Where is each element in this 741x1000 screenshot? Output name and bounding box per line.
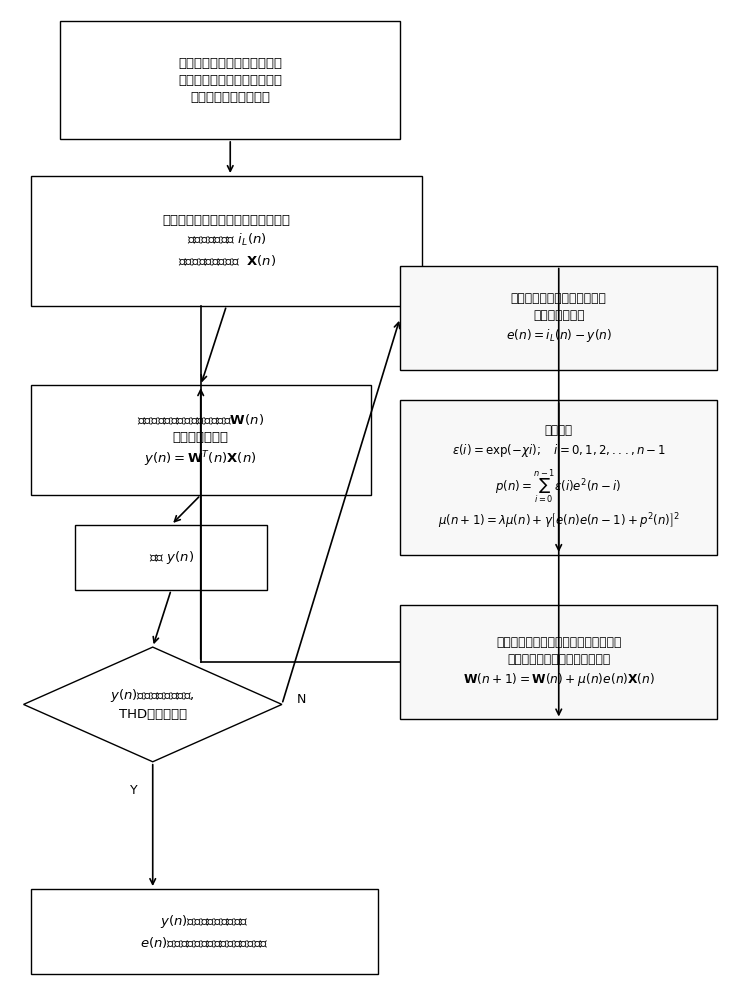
FancyBboxPatch shape: [75, 525, 268, 590]
FancyBboxPatch shape: [61, 21, 400, 139]
Text: N: N: [296, 693, 306, 706]
FancyBboxPatch shape: [400, 400, 717, 555]
Text: 计算步长
$\varepsilon(i)=\exp(-\chi i);\quad i=0,1,2,...,n-1$
$p(n)=\sum_{i=0}^{n-1}: 计算步长 $\varepsilon(i)=\exp(-\chi i);\quad…: [438, 424, 680, 531]
Polygon shape: [24, 647, 282, 762]
FancyBboxPatch shape: [31, 176, 422, 306]
Text: 对非线性负载电流和系统电压分别采
样得到输入信号 $i_L(n)$
和参考输入信号矢量  $\mathbf{X}(n)$: 对非线性负载电流和系统电压分别采 样得到输入信号 $i_L(n)$ 和参考输入信…: [162, 214, 290, 268]
Text: Y: Y: [130, 784, 138, 797]
Text: $y(n)$近似为基波有功电流
$e(n)$为所需补偿的谐波与无功电流之和: $y(n)$近似为基波有功电流 $e(n)$为所需补偿的谐波与无功电流之和: [140, 913, 269, 950]
Text: 根据误差反馈信号、步长值和参考输入
信号的乘积控制权值矢量的更新
$\mathbf{W}(n+1)=\mathbf{W}(n)+\mu(n)e(n)\mathb: 根据误差反馈信号、步长值和参考输入 信号的乘积控制权值矢量的更新 $\mathb…: [462, 636, 655, 688]
FancyBboxPatch shape: [400, 605, 717, 719]
Text: 将输入信号与输出信号做差获
得误差反馈信号
$e(n)=i_L(n)-y(n)$: 将输入信号与输出信号做差获 得误差反馈信号 $e(n)=i_L(n)-y(n)$: [505, 292, 612, 344]
FancyBboxPatch shape: [31, 385, 370, 495]
Text: 将参考输入信号矢量与权值矢量$\mathbf{W}(n)$
相乘得输出信号
$y(n)=\mathbf{W}^T(n)\mathbf{X}(n)$: 将参考输入信号矢量与权值矢量$\mathbf{W}(n)$ 相乘得输出信号 $y…: [137, 412, 265, 469]
Text: $y(n)$逼近基波有功电流,
THD达到要求值: $y(n)$逼近基波有功电流, THD达到要求值: [110, 687, 195, 721]
Text: 输出 $y(n)$: 输出 $y(n)$: [149, 549, 193, 566]
FancyBboxPatch shape: [400, 266, 717, 370]
FancyBboxPatch shape: [31, 889, 378, 974]
Text: 在电网系统每一相上分别安装
电压传感器或电流传感器，以
监测每相的电压或电流: 在电网系统每一相上分别安装 电压传感器或电流传感器，以 监测每相的电压或电流: [179, 57, 282, 104]
